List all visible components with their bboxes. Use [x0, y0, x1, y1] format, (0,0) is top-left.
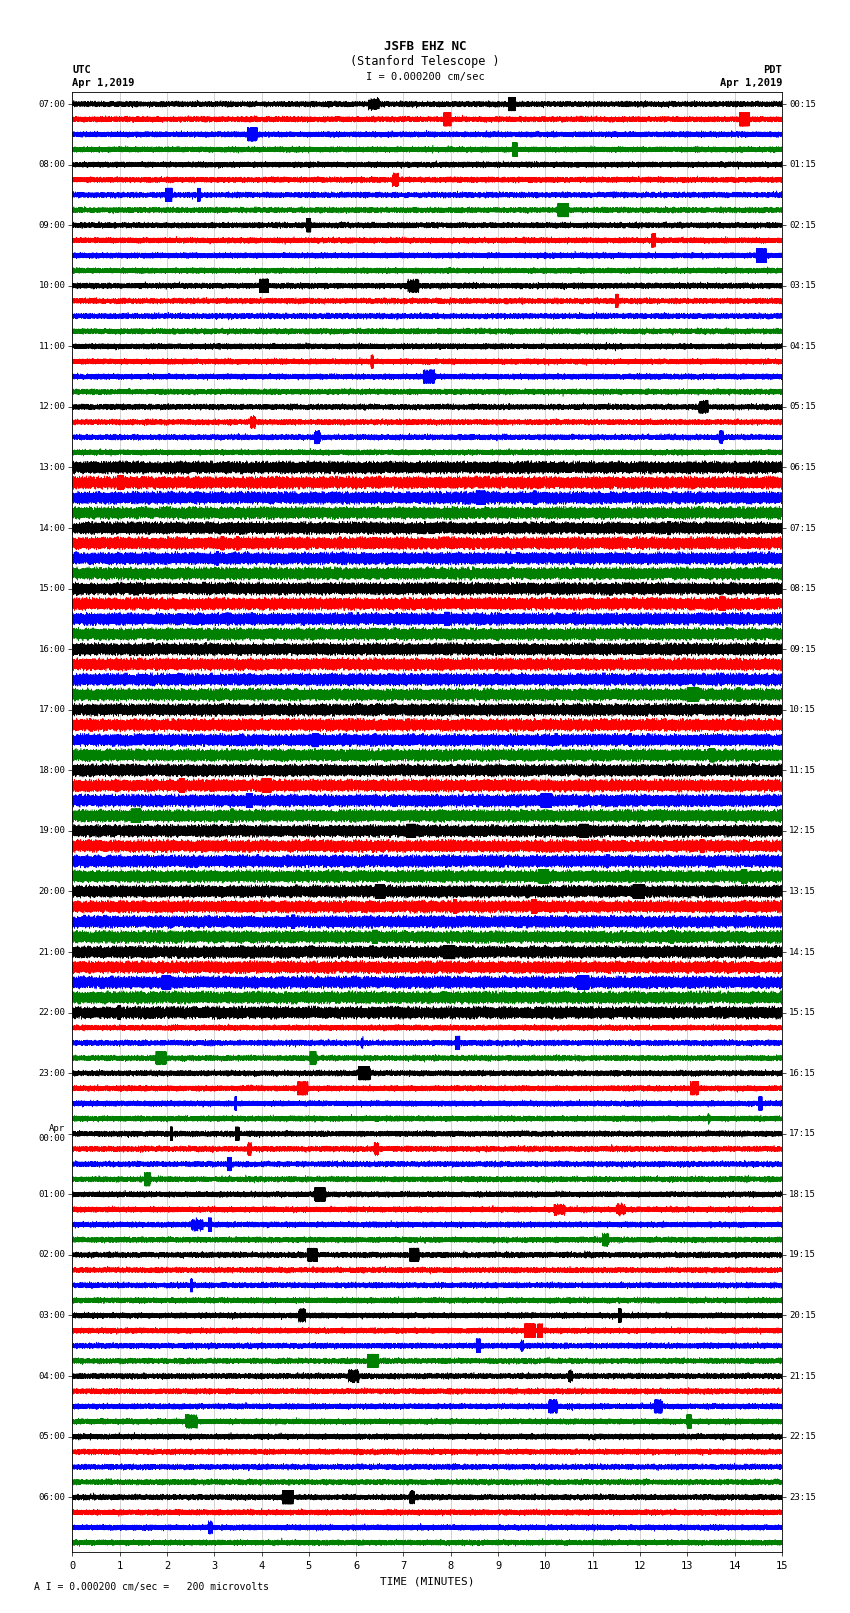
Text: A I = 0.000200 cm/sec =   200 microvolts: A I = 0.000200 cm/sec = 200 microvolts [34, 1582, 269, 1592]
Text: Apr 1,2019: Apr 1,2019 [719, 77, 782, 87]
Text: I = 0.000200 cm/sec: I = 0.000200 cm/sec [366, 73, 484, 82]
Text: JSFB EHZ NC: JSFB EHZ NC [383, 40, 467, 53]
Text: UTC: UTC [72, 65, 91, 76]
Text: Apr 1,2019: Apr 1,2019 [72, 77, 135, 87]
Text: PDT: PDT [763, 65, 782, 76]
X-axis label: TIME (MINUTES): TIME (MINUTES) [380, 1576, 474, 1586]
Text: (Stanford Telescope ): (Stanford Telescope ) [350, 55, 500, 68]
